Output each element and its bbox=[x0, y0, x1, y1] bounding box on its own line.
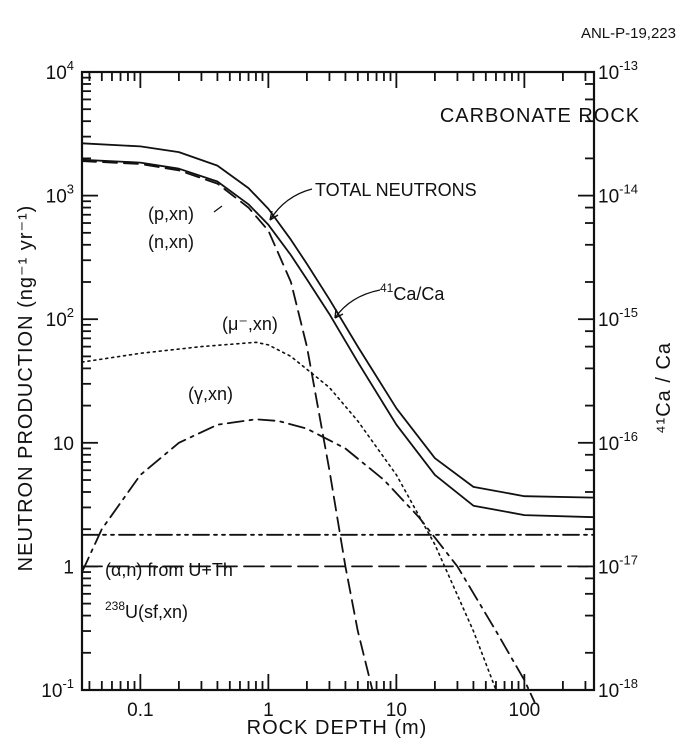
y2-tick-label: 10-17 bbox=[598, 552, 638, 578]
panel-label: CARBONATE ROCK bbox=[440, 105, 640, 127]
y-tick-label: 104 bbox=[46, 58, 74, 84]
y-tick-label: 1 bbox=[63, 557, 74, 578]
plot-frame-group bbox=[80, 70, 596, 692]
annotation-ca-ca: 41Ca/Ca bbox=[380, 281, 445, 304]
annotation-mu: (μ⁻,xn) bbox=[222, 314, 278, 334]
y2-tick-label: 10-15 bbox=[598, 305, 638, 331]
x-tick-label: 10 bbox=[386, 700, 407, 721]
x-axis-title: ROCK DEPTH (m) bbox=[247, 717, 428, 739]
y-tick-label: 102 bbox=[46, 305, 74, 331]
annotation-pxn-pointer bbox=[213, 205, 223, 213]
series-line-0 bbox=[81, 158, 595, 519]
y2-tick-label: 10-18 bbox=[598, 676, 638, 702]
series-line-2 bbox=[81, 160, 374, 691]
annotation-total-neutrons-arrowhead bbox=[269, 210, 279, 221]
figure-ref-id: ANL-P-19,223 bbox=[581, 25, 676, 42]
plot-frame bbox=[80, 70, 596, 692]
annotation-total-neutrons-arrow bbox=[269, 188, 313, 221]
y2-tick-label: 10-14 bbox=[598, 182, 638, 208]
x-tick-label: 1 bbox=[263, 700, 274, 721]
y2-axis-title: ⁴¹Ca / Ca bbox=[653, 342, 675, 434]
annotation-ca-arrow bbox=[334, 289, 381, 319]
annotation-alpha: (α,n) from U+Th bbox=[105, 560, 233, 580]
annotation-pxn: (p,xn) bbox=[148, 204, 194, 224]
ticks-group bbox=[82, 71, 594, 691]
series-line-3 bbox=[81, 341, 497, 691]
annotation-u238: 238U(sf,xn) bbox=[105, 599, 188, 622]
annotation-gamma: (γ,xn) bbox=[188, 384, 233, 404]
x-tick-label: 100 bbox=[509, 700, 541, 721]
y-tick-label: 10-1 bbox=[41, 676, 74, 702]
annotation-u238-sup: 238 bbox=[105, 599, 125, 613]
series-line-1 bbox=[81, 142, 595, 499]
annotation-u238-text: U(sf,xn) bbox=[125, 602, 188, 622]
annotation-nxn: (n,xn) bbox=[148, 232, 194, 252]
annotation-total-neutrons: TOTAL NEUTRONS bbox=[315, 180, 477, 200]
annotation-ca-arrowhead bbox=[334, 308, 344, 319]
labels-group: 0.1 1 10 100 10-1 1 10 102 103 104 10-18 10-17 10-16… bbox=[41, 58, 638, 721]
x-tick-label: 0.1 bbox=[127, 700, 153, 721]
annotation-ca-sup: 41 bbox=[380, 281, 394, 295]
y-axis-title: NEUTRON PRODUCTION (ng⁻¹ yr⁻¹) bbox=[15, 205, 37, 572]
y-tick-label: 103 bbox=[46, 182, 74, 208]
y2-tick-label: 10-16 bbox=[598, 429, 638, 455]
series-group bbox=[81, 142, 595, 703]
annotation-ca-text: Ca/Ca bbox=[393, 284, 445, 304]
y2-tick-label: 10-13 bbox=[598, 58, 638, 84]
series-line-4 bbox=[81, 418, 536, 703]
y-tick-label: 10 bbox=[53, 434, 74, 455]
